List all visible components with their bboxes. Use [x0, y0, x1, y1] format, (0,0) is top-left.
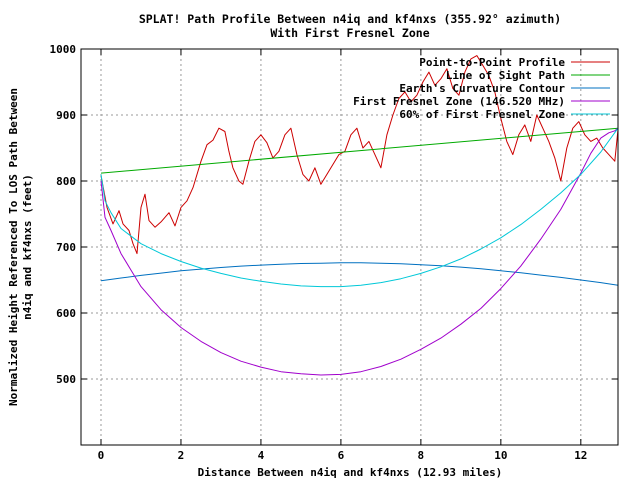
legend-label: Line of Sight Path	[446, 69, 565, 82]
y-axis-label-line1: Normalized Height Referenced To LOS Path…	[7, 88, 20, 406]
y-axis-label-line2: n4iq and kf4nxs (feet)	[21, 174, 34, 320]
grid-lines	[81, 48, 618, 445]
y-tick-label: 600	[56, 307, 76, 320]
series-line-60-of-first-fresnel-zone	[100, 127, 619, 288]
y-tick-label: 1000	[50, 43, 77, 56]
legend-label: Earth's Curvature Contour	[399, 82, 565, 95]
legend-label: First Fresnel Zone (146.520 MHz)	[353, 95, 565, 108]
x-tick-label: 12	[574, 449, 587, 462]
legend-label: 60% of First Fresnel Zone	[399, 108, 565, 121]
series-line-line-of-sight-path	[100, 127, 619, 174]
data-series	[100, 55, 619, 376]
series-line-first-fresnel-zone-146-520-mhz	[100, 127, 619, 376]
y-tick-label: 800	[56, 175, 76, 188]
x-tick-label: 0	[98, 449, 105, 462]
x-tick-label: 4	[258, 449, 265, 462]
y-tick-label: 500	[56, 373, 76, 386]
series-line-point-to-point-profile	[100, 55, 619, 255]
x-tick-label: 10	[494, 449, 507, 462]
x-axis-label: Distance Between n4iq and kf4nxs (12.93 …	[198, 466, 503, 479]
legend-label: Point-to-Point Profile	[419, 56, 565, 69]
x-tick-label: 8	[418, 449, 425, 462]
axis-ticks: 0 2 4 6 8 10 12 500 600 700 800 900 1000	[50, 43, 618, 462]
x-tick-label: 2	[178, 449, 185, 462]
y-tick-label: 700	[56, 241, 76, 254]
chart-title: SPLAT! Path Profile Between n4iq and kf4…	[139, 12, 561, 26]
series-line-earth-s-curvature-contour	[100, 262, 619, 286]
y-tick-label: 900	[56, 109, 76, 122]
x-tick-label: 6	[338, 449, 345, 462]
chart-subtitle: With First Fresnel Zone	[270, 26, 429, 40]
